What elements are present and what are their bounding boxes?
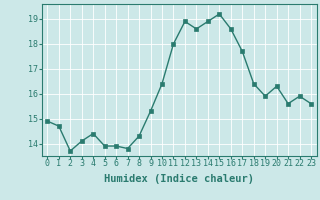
X-axis label: Humidex (Indice chaleur): Humidex (Indice chaleur) (104, 174, 254, 184)
